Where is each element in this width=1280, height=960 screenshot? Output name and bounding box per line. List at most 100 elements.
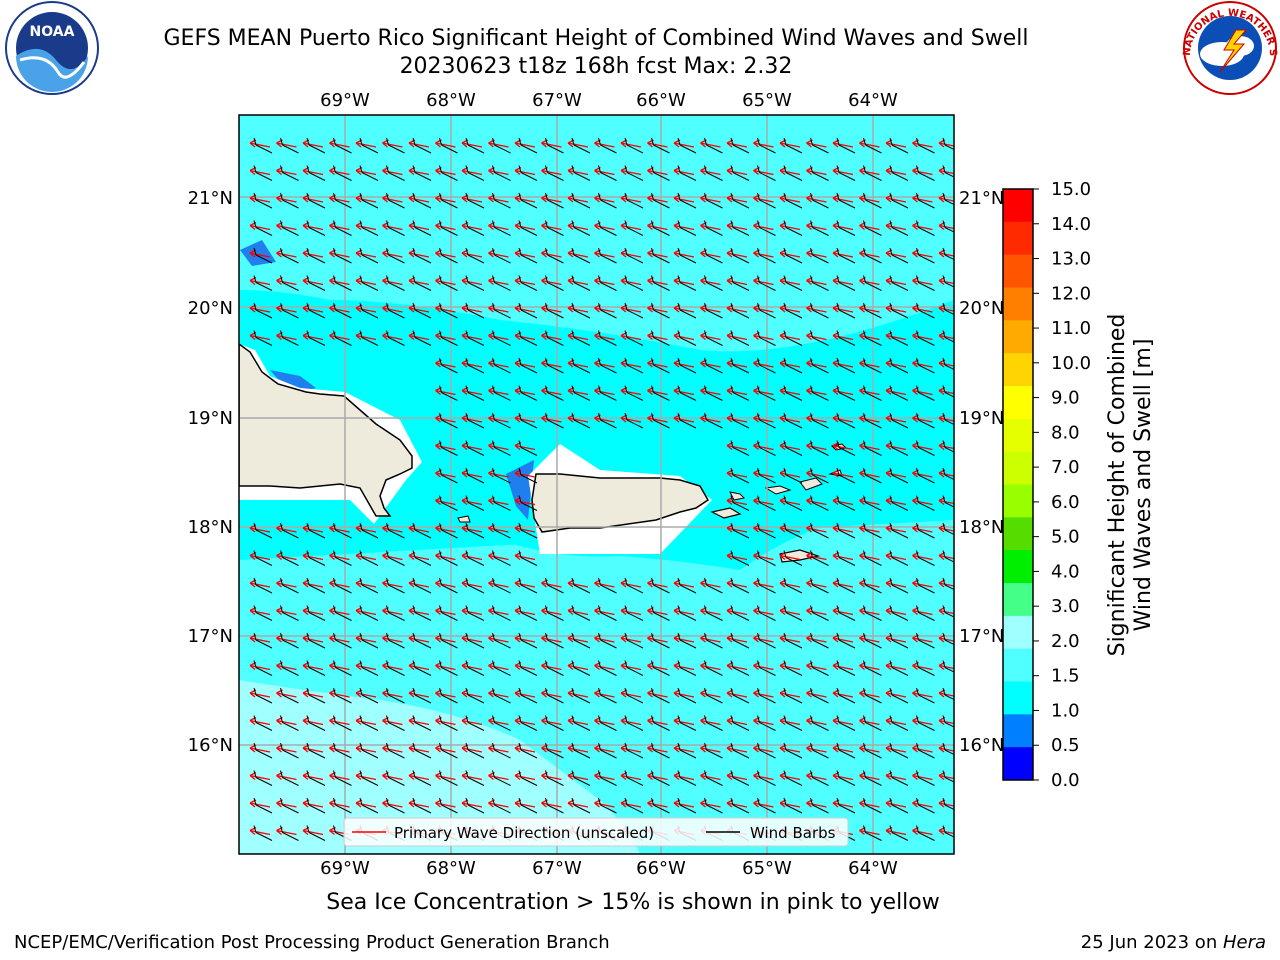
wind-barb <box>571 247 591 264</box>
wind-barb <box>810 577 829 594</box>
wind-barb <box>624 577 644 594</box>
wind-barb <box>598 220 617 236</box>
wind-barb <box>280 275 299 291</box>
colorbar-tick-label: 15.0 <box>1051 179 1091 200</box>
wind-barb <box>492 330 511 346</box>
wind-barb <box>306 687 326 704</box>
wind-barb <box>730 137 750 154</box>
wind-barb <box>333 797 352 814</box>
wind-barb <box>757 220 776 236</box>
colorbar-cell <box>1003 747 1033 781</box>
wind-barb <box>492 742 511 759</box>
colorbar-cell <box>1003 386 1033 420</box>
wind-barb <box>836 550 856 566</box>
wind-barb <box>439 605 458 621</box>
wind-barb <box>598 660 617 676</box>
wind-barb <box>942 220 954 233</box>
wind-barb <box>624 412 644 429</box>
wind-barb <box>677 715 697 731</box>
wind-barb <box>810 192 829 209</box>
wind-barb <box>863 632 882 649</box>
wind-barb <box>518 632 538 649</box>
wind-barb <box>651 660 670 676</box>
wind-barb <box>783 467 803 484</box>
wind-barb <box>863 330 882 346</box>
wind-barb <box>253 715 273 731</box>
wind-barb <box>492 550 511 566</box>
lon-labels-bottom: 69°W 68°W 67°W 66°W 65°W 64°W <box>320 858 898 879</box>
wind-barb <box>598 632 617 649</box>
lat-label: 16°N <box>959 735 1004 756</box>
wind-barb <box>624 192 644 209</box>
wind-barb <box>439 687 458 704</box>
wind-barb <box>545 742 564 759</box>
wind-barb <box>704 577 723 594</box>
wind-barb <box>545 275 564 291</box>
wind-barb <box>783 275 803 291</box>
wind-barb <box>386 577 405 594</box>
wind-barb <box>863 577 882 594</box>
wind-barb <box>280 825 299 841</box>
wind-barb <box>810 440 829 456</box>
lat-label: 16°N <box>188 735 233 756</box>
wind-barb <box>810 220 829 236</box>
wind-barb <box>598 165 617 181</box>
wind-barb <box>783 687 803 704</box>
wind-barb <box>810 467 829 484</box>
wind-barb <box>465 715 485 731</box>
wind-barb <box>598 247 617 264</box>
wind-barb <box>465 660 485 676</box>
wind-barb <box>677 330 697 346</box>
wind-barb <box>863 412 882 429</box>
wind-barb <box>783 165 803 181</box>
wind-barb <box>412 550 432 566</box>
wind-barb <box>916 660 935 676</box>
wind-barb <box>916 330 935 346</box>
wind-barb <box>333 192 352 209</box>
wind-barb <box>836 660 856 676</box>
wind-barb <box>942 495 954 508</box>
wave-direction-arrows <box>249 139 954 836</box>
wind-barb <box>253 275 273 291</box>
wind-barb <box>783 632 803 649</box>
wind-barb <box>465 247 485 264</box>
puertorico-land <box>531 473 709 533</box>
wind-barb <box>942 797 954 811</box>
wind-barb <box>439 495 458 511</box>
wind-barb <box>492 302 511 319</box>
wind-barb <box>730 660 750 676</box>
wind-barb <box>465 330 485 346</box>
wind-barb <box>889 577 909 594</box>
wind-barb <box>306 330 326 346</box>
wind-barb <box>730 742 750 759</box>
wind-barb <box>571 275 591 291</box>
wind-barb <box>889 632 909 649</box>
wind-barb <box>518 605 538 621</box>
wind-barb <box>439 440 458 456</box>
wind-barb <box>492 522 511 539</box>
noaa-logo-text: NOAA <box>30 24 75 40</box>
wind-barb <box>651 742 670 759</box>
wind-barb <box>624 770 644 786</box>
wind-barb <box>518 687 538 704</box>
wind-barb <box>545 605 564 621</box>
wind-barb <box>492 577 511 594</box>
wind-barb <box>280 577 299 594</box>
lon-label: 64°W <box>848 90 898 111</box>
wind-barb <box>306 605 326 621</box>
wind-barb <box>624 715 644 731</box>
wind-barb <box>253 770 273 786</box>
wind-barb <box>598 797 617 814</box>
wind-barb <box>889 715 909 731</box>
wind-barb <box>677 660 697 676</box>
wind-barb <box>359 165 379 181</box>
lat-label: 18°N <box>959 517 1004 538</box>
wind-barb <box>677 192 697 209</box>
wind-barb <box>571 770 591 786</box>
wind-barb <box>916 742 935 759</box>
wind-barb <box>863 192 882 209</box>
wind-barb <box>253 825 273 841</box>
wind-barb <box>280 632 299 649</box>
wind-barb <box>386 550 405 566</box>
wind-barb <box>916 440 935 456</box>
